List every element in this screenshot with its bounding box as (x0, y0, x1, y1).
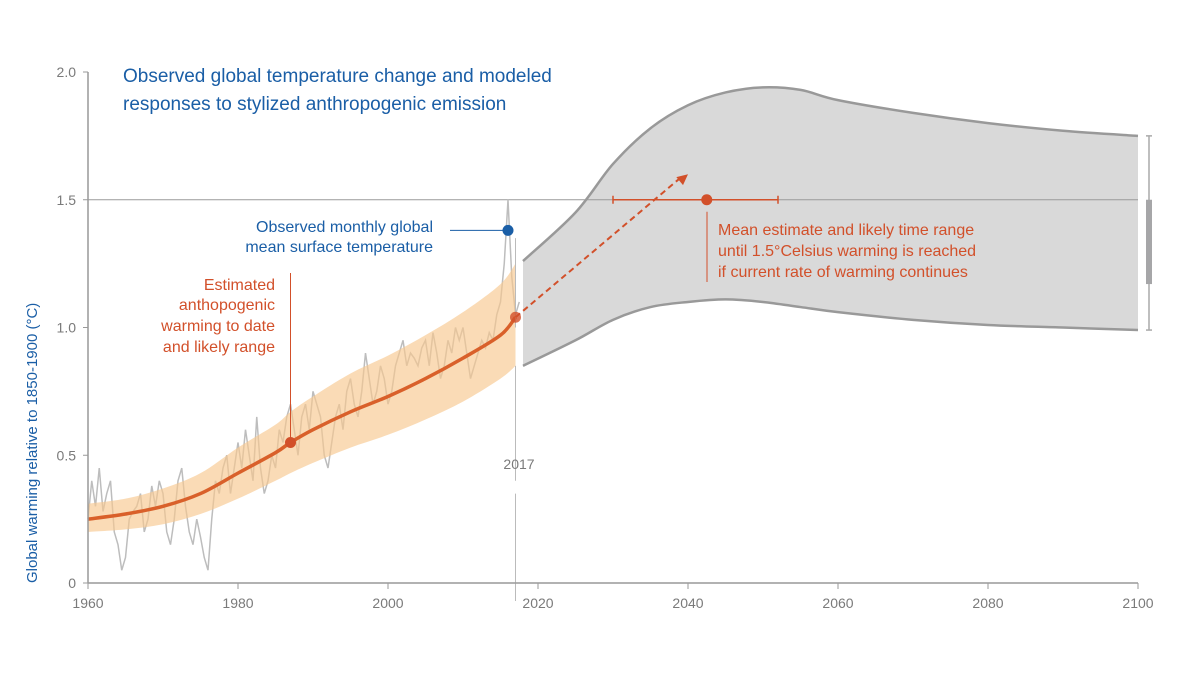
x-tick-label: 2040 (672, 595, 703, 611)
anthro-label-line-1: Estimated (204, 277, 275, 294)
y-tick-label: 1.0 (57, 320, 77, 336)
observed-label-line-2: mean surface temperature (245, 239, 433, 256)
projection-lower-edge (522, 298, 1139, 367)
chart-title-line-1: Observed global temperature change and m… (123, 66, 552, 87)
projection-range-area (523, 87, 1138, 366)
anthro-label-line-4: and likely range (163, 339, 275, 356)
crossing-mean-point (701, 194, 713, 206)
x-tick-label: 2060 (822, 595, 853, 611)
anthropogenic-marker-1987 (285, 436, 296, 448)
y-tick-label: 2.0 (57, 64, 77, 80)
x-tick-label: 2100 (1122, 595, 1153, 611)
anthropogenic-marker-2017 (510, 311, 521, 323)
extrapolation-arrow-line (514, 177, 681, 319)
observed-highlight-point (502, 224, 514, 236)
x-tick-label: 2080 (972, 595, 1003, 611)
side-bar-box (1146, 199, 1152, 285)
y-tick-label: 0.5 (57, 447, 77, 463)
y-axis-label: Global warming relative to 1850-1900 (°C… (24, 303, 41, 583)
chart-title-line-2: responses to stylized anthropogenic emis… (123, 94, 506, 115)
x-tick-label: 1960 (72, 595, 103, 611)
extrapolation-arrow-head (676, 174, 688, 186)
x-tick-label: 2000 (372, 595, 403, 611)
projection-upper-edge (522, 85, 1139, 262)
anthro-label-line-3: warming to date (160, 318, 275, 335)
year-marker-label: 2017 (503, 456, 534, 472)
anthropogenic-likely-range (88, 263, 516, 532)
crossing-label-line-2: until 1.5°Celsius warming is reached (718, 243, 976, 260)
anthropogenic-warming-line (87, 316, 517, 521)
anthro-label-line-2: anthopogenic (179, 297, 275, 314)
y-tick-label: 0 (68, 575, 76, 591)
crossing-label-line-1: Mean estimate and likely time range (718, 222, 974, 239)
x-tick-label: 1980 (222, 595, 253, 611)
y-tick-label: 1.5 (57, 192, 77, 208)
crossing-label-line-3: if current rate of warming continues (718, 264, 968, 281)
observed-label-line-1: Observed monthly global (256, 219, 433, 236)
x-tick-label: 2020 (522, 595, 553, 611)
